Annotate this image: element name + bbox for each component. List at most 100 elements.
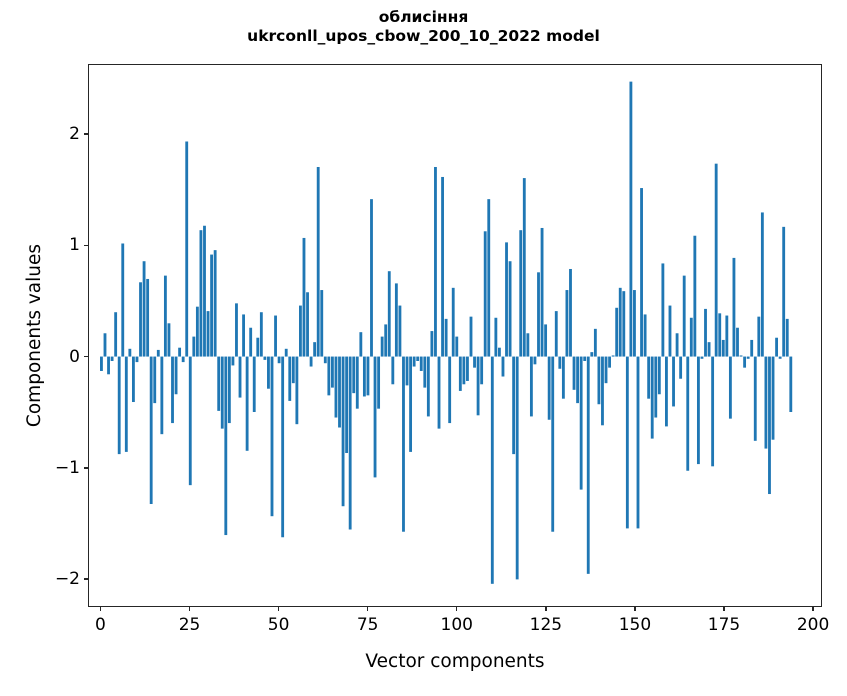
y-tick-mark: [83, 467, 88, 469]
bar: [238, 356, 242, 398]
bar: [654, 356, 658, 418]
bar: [711, 356, 715, 467]
x-tick-label: 75: [356, 615, 379, 635]
bar: [142, 261, 146, 357]
bar-series: [100, 81, 793, 584]
bar: [512, 356, 516, 455]
bar: [615, 307, 619, 357]
bar: [569, 268, 572, 357]
y-tick-label: 2: [69, 124, 80, 145]
bar: [291, 356, 295, 384]
bar: [576, 356, 580, 404]
bar: [554, 311, 558, 357]
bar: [423, 356, 427, 388]
chart-title: облисіння ukrconll_upos_cbow_200_10_2022…: [0, 8, 847, 46]
bar: [611, 355, 615, 357]
bar: [263, 356, 267, 360]
bar: [707, 342, 711, 357]
bar: [245, 356, 249, 451]
bar: [188, 356, 192, 486]
bar: [224, 356, 228, 536]
bar: [540, 227, 544, 357]
bar: [458, 356, 462, 391]
bar: [210, 254, 214, 357]
plot-area: [89, 65, 821, 606]
bar: [633, 290, 636, 357]
bar: [586, 356, 590, 574]
bar: [657, 356, 661, 395]
x-tick-label: 175: [707, 615, 741, 635]
bar: [348, 356, 352, 530]
bar: [764, 356, 768, 449]
bar: [394, 283, 398, 357]
chart-title-line-1: облисіння: [378, 8, 469, 26]
bar: [220, 356, 224, 429]
bar: [299, 305, 302, 357]
bar: [441, 176, 444, 357]
bar: [334, 356, 338, 418]
bar: [256, 337, 260, 357]
bar: [387, 271, 391, 357]
bar: [402, 356, 405, 532]
bar: [267, 356, 270, 389]
bar: [295, 356, 299, 425]
bar: [561, 356, 565, 399]
bar: [675, 333, 679, 357]
bar: [522, 178, 526, 357]
x-axis: 0 25 50 75 100 125 150 175 200: [88, 607, 829, 647]
bar: [146, 278, 150, 357]
bar: [469, 316, 473, 357]
bar: [537, 272, 540, 357]
bar: [732, 257, 736, 357]
bar: [785, 318, 789, 357]
x-tick-mark: [188, 607, 191, 612]
bar: [601, 356, 604, 426]
bar: [323, 356, 327, 364]
y-axis: −2 −1 0 1 2: [0, 64, 88, 607]
bar: [181, 356, 185, 363]
bar: [704, 308, 707, 357]
bar: [650, 356, 654, 439]
bar: [625, 356, 629, 529]
bar: [373, 356, 377, 478]
bar: [782, 226, 786, 357]
bar: [476, 356, 480, 416]
bar: [682, 275, 686, 357]
plot-axes: [88, 64, 822, 607]
bar: [544, 324, 548, 357]
bar: [434, 166, 437, 357]
bar: [494, 317, 498, 357]
bar: [259, 312, 263, 357]
bar: [519, 230, 523, 357]
bar: [302, 237, 306, 357]
x-tick-label: 50: [267, 615, 290, 635]
bar: [558, 356, 562, 369]
bar: [341, 356, 345, 507]
x-tick-mark: [456, 607, 458, 612]
bar: [121, 243, 125, 357]
bar: [235, 303, 238, 357]
bar: [753, 356, 757, 441]
bar: [139, 282, 142, 357]
bar: [185, 141, 189, 357]
bar: [149, 356, 153, 505]
x-tick-mark: [277, 607, 280, 612]
bar: [736, 327, 739, 357]
bar: [497, 347, 501, 357]
bar: [455, 336, 459, 357]
bar: [636, 356, 640, 529]
bar: [789, 356, 793, 412]
bar: [352, 356, 356, 394]
x-tick-label: 150: [618, 615, 652, 635]
bar: [771, 356, 775, 440]
bar: [547, 356, 551, 420]
bar: [700, 356, 704, 359]
bar: [448, 356, 452, 424]
y-tick-mark: [83, 355, 88, 358]
bar: [409, 356, 413, 452]
x-tick-mark: [812, 607, 814, 612]
bar: [743, 356, 747, 368]
bar: [313, 342, 317, 357]
bar: [501, 356, 505, 377]
bar: [270, 356, 274, 517]
